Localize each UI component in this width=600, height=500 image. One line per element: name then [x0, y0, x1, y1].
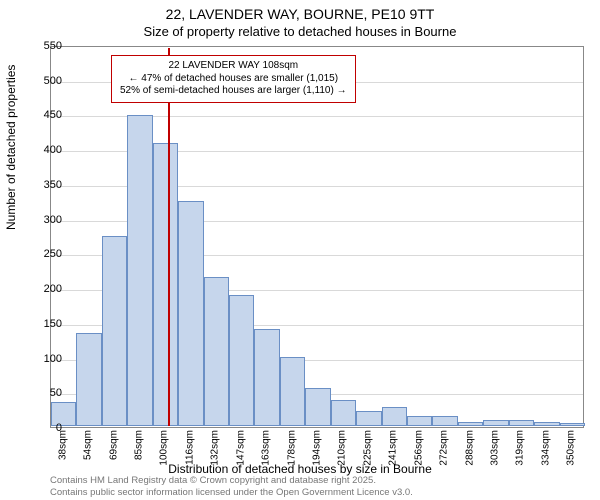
x-tick-label: 210sqm [337, 430, 348, 466]
plot-area: 22 LAVENDER WAY 108sqm← 47% of detached … [50, 46, 584, 428]
histogram-bar [102, 236, 127, 426]
histogram-bar [153, 143, 178, 426]
x-axis-label: Distribution of detached houses by size … [0, 462, 600, 476]
histogram-bar [204, 277, 229, 426]
y-tick-label: 550 [22, 40, 62, 52]
x-tick-label: 147sqm [235, 430, 246, 466]
x-tick-label: 319sqm [515, 430, 526, 466]
y-tick-label: 200 [22, 283, 62, 295]
histogram-bar [305, 388, 330, 426]
histogram-bar [534, 422, 559, 426]
callout-line: ← 47% of detached houses are smaller (1,… [120, 73, 347, 86]
histogram-bar [356, 411, 381, 426]
x-tick-label: 225sqm [362, 430, 373, 466]
x-tick-label: 178sqm [286, 430, 297, 466]
x-tick-label: 163sqm [261, 430, 272, 466]
histogram-bar [432, 416, 457, 426]
histogram-bar [560, 423, 585, 426]
chart-container: 22, LAVENDER WAY, BOURNE, PE10 9TT Size … [0, 0, 600, 500]
attribution-text: Contains HM Land Registry data © Crown c… [50, 475, 413, 498]
y-tick-label: 0 [22, 422, 62, 434]
histogram-bar [127, 115, 152, 426]
histogram-bar [483, 420, 508, 426]
x-tick-label: 288sqm [464, 430, 475, 466]
y-tick-label: 450 [22, 109, 62, 121]
histogram-bar [509, 420, 534, 426]
x-tick-label: 54sqm [83, 430, 94, 460]
x-tick-label: 303sqm [490, 430, 501, 466]
histogram-bar [178, 201, 203, 426]
y-tick-label: 150 [22, 318, 62, 330]
y-tick-label: 350 [22, 179, 62, 191]
histogram-bar [76, 333, 101, 426]
y-tick-label: 100 [22, 353, 62, 365]
x-tick-label: 69sqm [108, 430, 119, 460]
y-tick-label: 300 [22, 214, 62, 226]
x-tick-label: 100sqm [159, 430, 170, 466]
chart-title: 22, LAVENDER WAY, BOURNE, PE10 9TT [0, 0, 600, 22]
callout-line: 52% of semi-detached houses are larger (… [120, 85, 347, 98]
attribution-line1: Contains HM Land Registry data © Crown c… [50, 475, 413, 486]
x-tick-label: 241sqm [388, 430, 399, 466]
y-axis-label: Number of detached properties [4, 65, 18, 230]
x-tick-label: 116sqm [184, 430, 195, 465]
x-tick-label: 256sqm [413, 430, 424, 466]
histogram-bar [229, 295, 254, 426]
property-marker-line [168, 48, 170, 426]
x-tick-label: 132sqm [210, 430, 221, 466]
x-tick-label: 85sqm [134, 430, 145, 460]
histogram-bar [280, 357, 305, 426]
chart-subtitle: Size of property relative to detached ho… [0, 22, 600, 43]
x-tick-label: 334sqm [540, 430, 551, 466]
x-tick-label: 194sqm [312, 430, 323, 466]
histogram-bar [407, 416, 432, 426]
x-tick-label: 38sqm [57, 430, 68, 460]
y-tick-label: 500 [22, 75, 62, 87]
histogram-bar [382, 407, 407, 426]
histogram-bar [458, 422, 483, 426]
histogram-bar [254, 329, 279, 426]
attribution-line2: Contains public sector information licen… [50, 487, 413, 498]
x-tick-label: 350sqm [566, 430, 577, 466]
plot-wrap: 22 LAVENDER WAY 108sqm← 47% of detached … [50, 46, 584, 428]
y-tick-label: 400 [22, 144, 62, 156]
y-tick-label: 50 [22, 387, 62, 399]
histogram-bar [331, 400, 356, 426]
property-callout: 22 LAVENDER WAY 108sqm← 47% of detached … [111, 55, 356, 103]
y-tick-label: 250 [22, 248, 62, 260]
x-tick-label: 272sqm [439, 430, 450, 466]
callout-line: 22 LAVENDER WAY 108sqm [120, 60, 347, 73]
